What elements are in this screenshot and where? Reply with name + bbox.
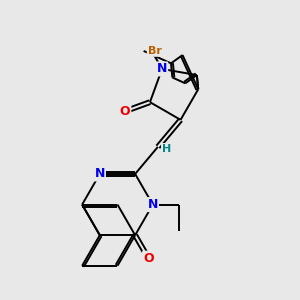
Text: Br: Br <box>148 46 162 56</box>
Text: N: N <box>157 62 167 75</box>
Text: O: O <box>143 252 154 265</box>
Text: N: N <box>94 167 105 181</box>
Text: N: N <box>148 198 158 211</box>
Text: H: H <box>162 144 171 154</box>
Text: O: O <box>120 105 130 118</box>
